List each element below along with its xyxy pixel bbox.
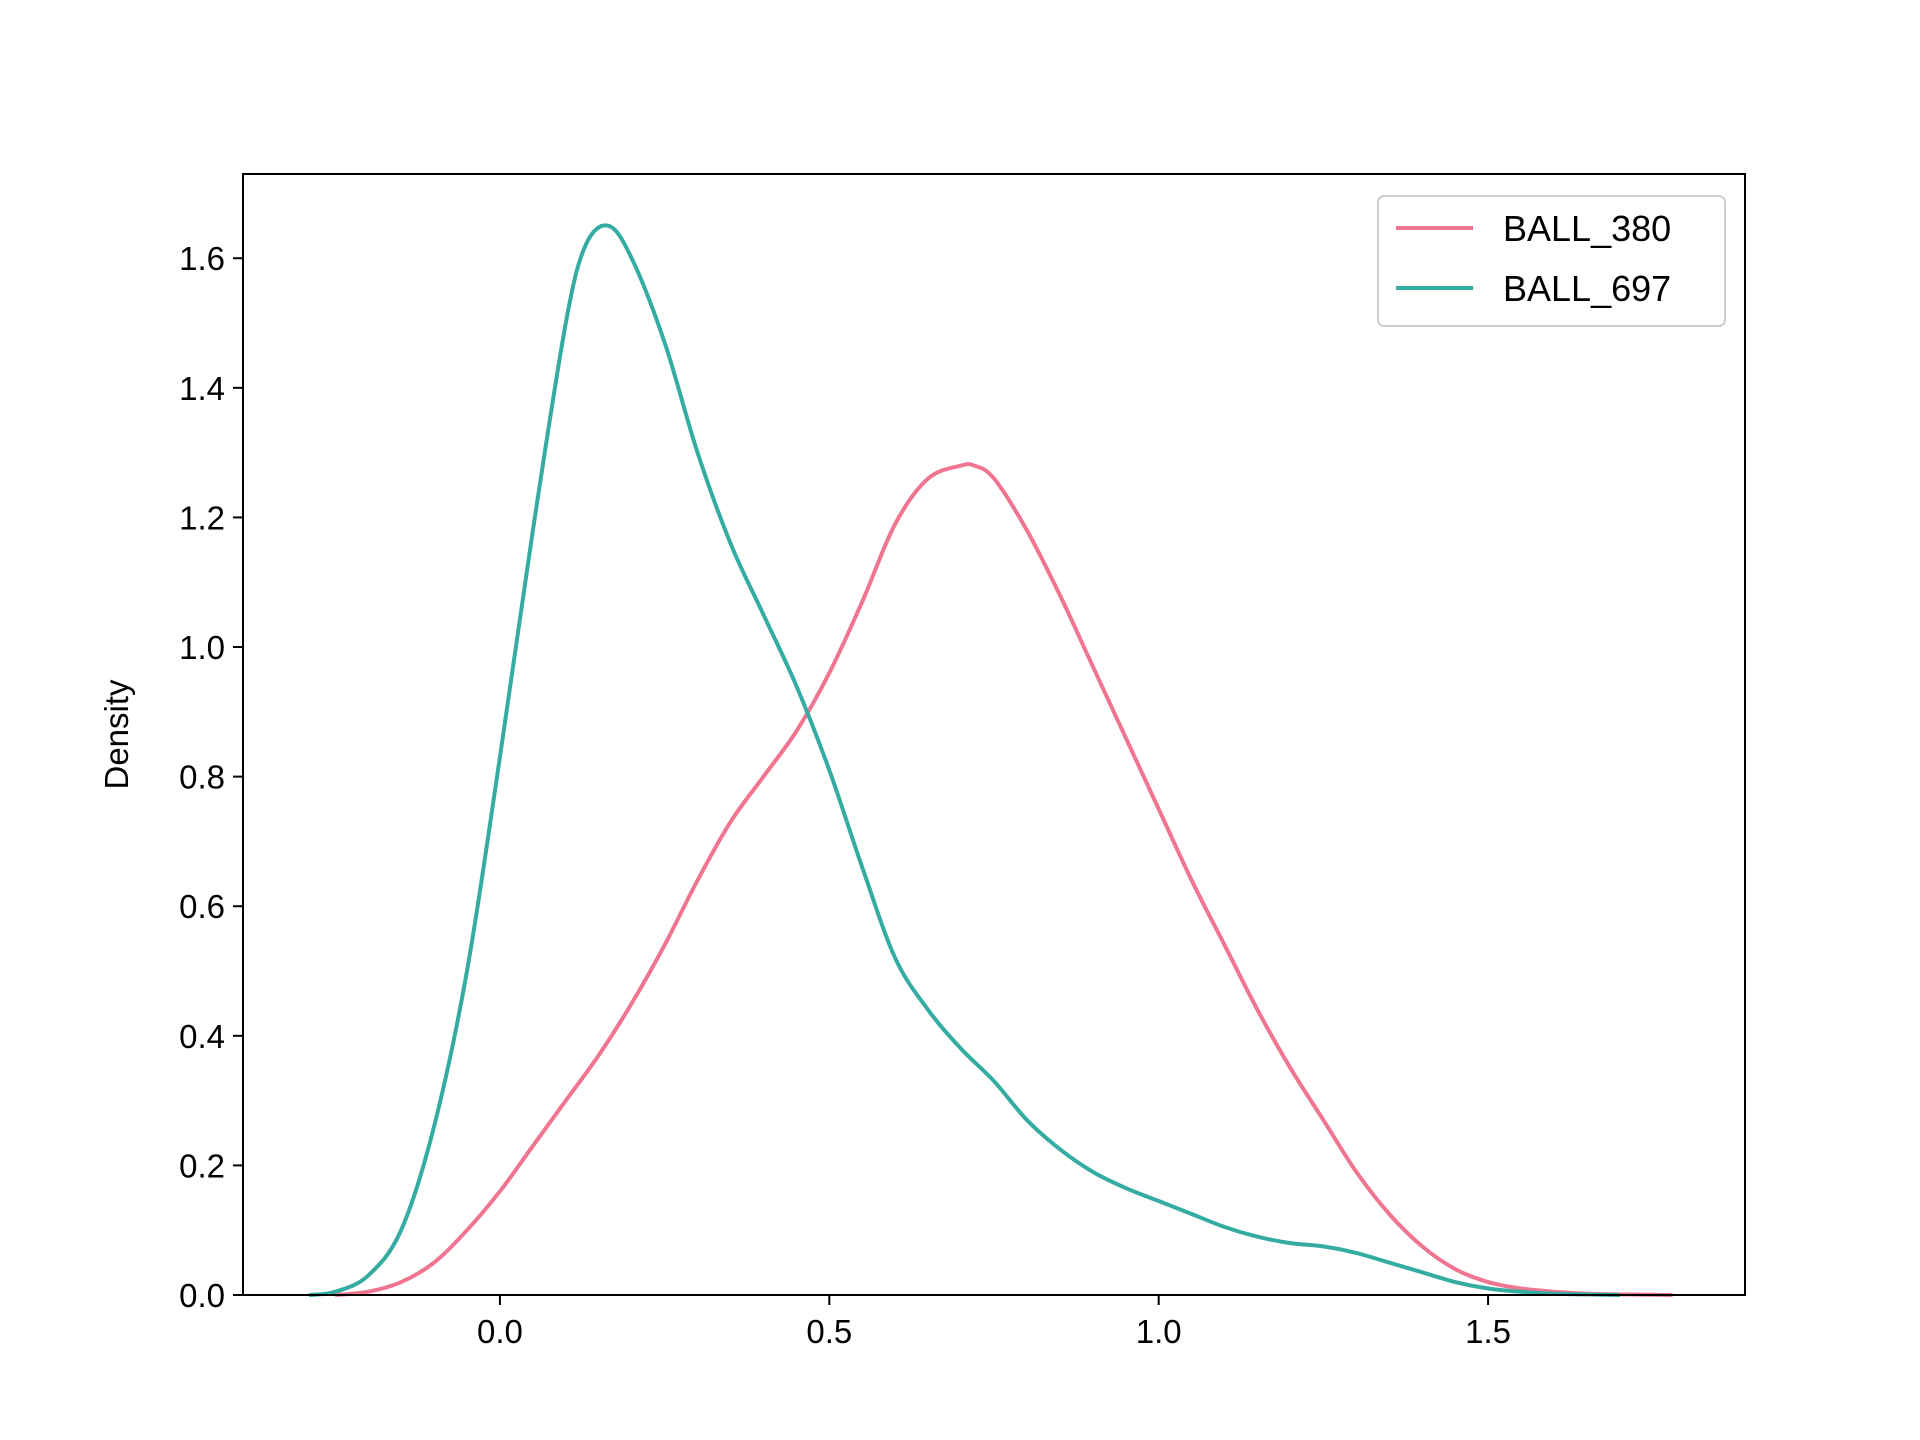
y-tick-label: 1.4 [179, 370, 225, 407]
y-tick-label: 0.0 [179, 1277, 225, 1314]
x-tick-label: 1.0 [1136, 1313, 1182, 1350]
legend: BALL_380 BALL_697 [1377, 195, 1726, 327]
axes: 0.0 0.5 1.0 1.5 0.0 0.2 0.4 0.6 0.8 1.0 1.2 1.4 1.6 D… [98, 173, 1746, 1350]
x-tick-label: 0.0 [477, 1313, 523, 1350]
y-tick-label: 0.4 [179, 1018, 225, 1055]
y-tick-label: 1.6 [179, 240, 225, 277]
x-tick-label: 1.5 [1465, 1313, 1511, 1350]
plot-frame [242, 173, 1746, 1296]
y-tick-label: 1.0 [179, 629, 225, 666]
plot-area [308, 223, 1673, 1297]
legend-label: BALL_697 [1503, 268, 1671, 309]
series-line-ball-697 [308, 223, 1620, 1297]
y-tick-label: 1.2 [179, 499, 225, 536]
legend-label: BALL_380 [1503, 208, 1671, 249]
y-tick-label: 0.8 [179, 759, 225, 796]
series-line-ball-380 [335, 461, 1673, 1297]
y-axis-label: Density [98, 679, 135, 790]
y-tick-label: 0.6 [179, 888, 225, 925]
y-tick-label: 0.2 [179, 1147, 225, 1184]
x-tick-label: 0.5 [806, 1313, 852, 1350]
